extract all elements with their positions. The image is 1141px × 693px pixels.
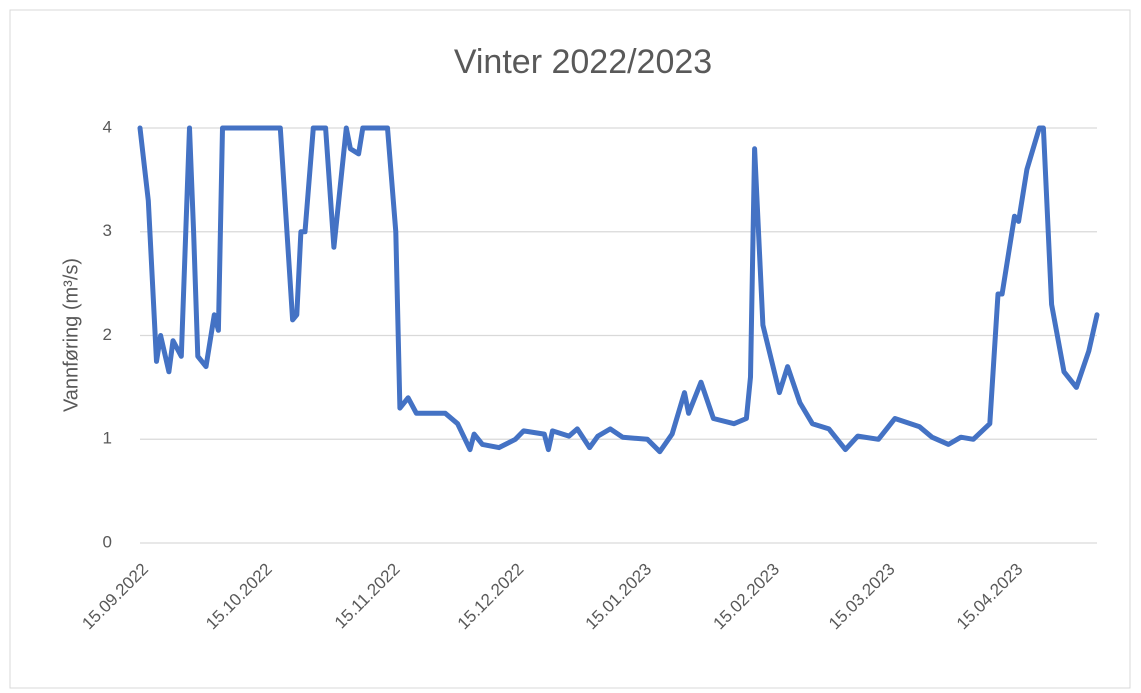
- chart-title: Vinter 2022/2023: [454, 43, 712, 81]
- y-tick-label: 0: [103, 532, 112, 551]
- y-tick-label: 1: [103, 429, 112, 448]
- y-tick-label: 2: [103, 325, 112, 344]
- y-tick-label: 3: [103, 221, 112, 240]
- y-tick-label: 4: [103, 117, 112, 136]
- data-line: [137, 125, 1100, 455]
- y-axis-label: Vannføring (m³/s): [60, 258, 82, 412]
